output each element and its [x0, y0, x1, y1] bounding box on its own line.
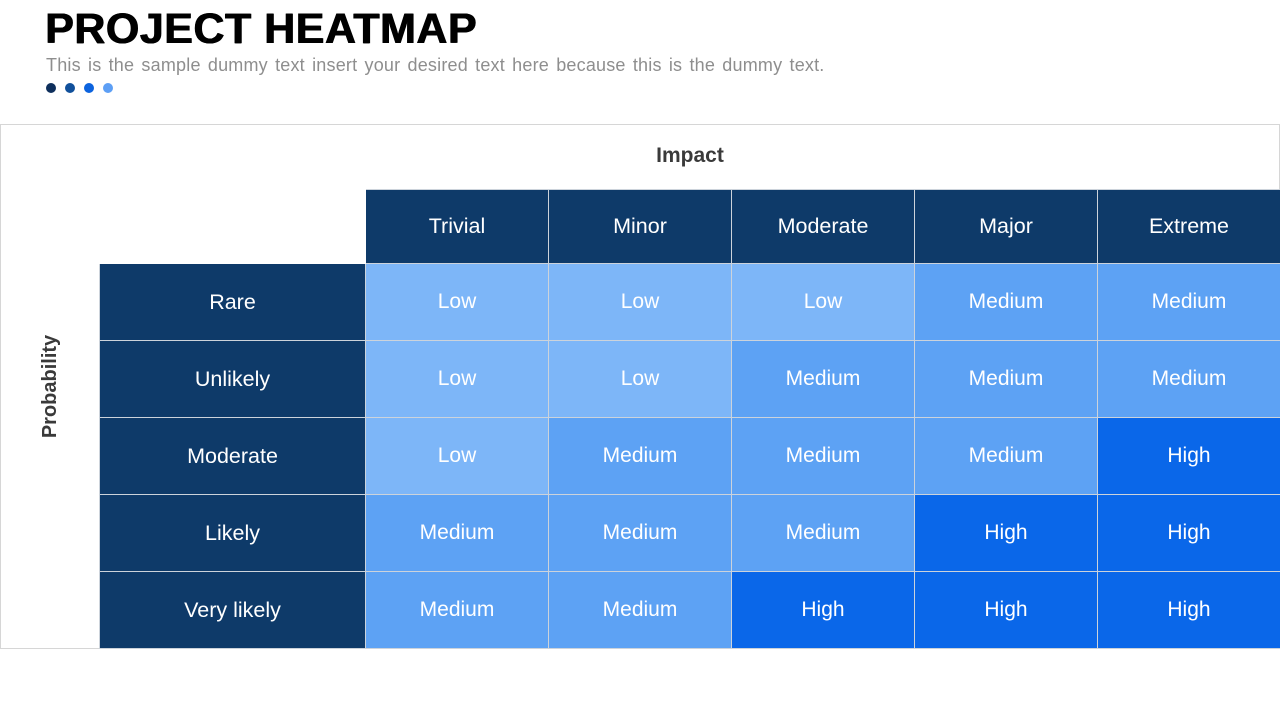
- heatmap-cell-unlikely-moderate: Medium: [732, 341, 914, 417]
- heatmap-panel: Impact Probability Trivial Minor Moderate M…: [0, 124, 1280, 649]
- heatmap-cell-very-likely-extreme: High: [1098, 572, 1280, 648]
- row-header-rare: Rare: [100, 264, 365, 340]
- page-title: PROJECT HEATMAP: [45, 5, 477, 53]
- row-header-unlikely: Unlikely: [100, 341, 365, 417]
- accent-dot: [46, 83, 56, 93]
- heatmap-cell-very-likely-major: High: [915, 572, 1097, 648]
- heatmap-cell-moderate-extreme: High: [1098, 418, 1280, 494]
- heatmap-cell-moderate-major: Medium: [915, 418, 1097, 494]
- row-header-very-likely: Very likely: [100, 572, 365, 648]
- heatmap-cell-likely-major: High: [915, 495, 1097, 571]
- heatmap-cell-likely-minor: Medium: [549, 495, 731, 571]
- accent-dots: [46, 83, 825, 93]
- column-header-minor: Minor: [549, 190, 731, 263]
- y-axis-label: Probability: [39, 334, 62, 439]
- accent-dot: [65, 83, 75, 93]
- title-block: PROJECT HEATMAP This is the sample dummy…: [45, 8, 825, 93]
- subtitle: This is the sample dummy text insert you…: [46, 55, 825, 75]
- column-header-major: Major: [915, 190, 1097, 263]
- heatmap-cell-rare-major: Medium: [915, 264, 1097, 340]
- heatmap-cell-unlikely-extreme: Medium: [1098, 341, 1280, 417]
- heatmap-cell-moderate-trivial: Low: [366, 418, 548, 494]
- heatmap-cell-likely-moderate: Medium: [732, 495, 914, 571]
- heatmap-grid: Trivial Minor Moderate Major Extreme Rare Low L…: [100, 190, 1280, 648]
- heatmap-cell-likely-trivial: Medium: [366, 495, 548, 571]
- accent-dot: [84, 83, 94, 93]
- heatmap-cell-very-likely-minor: Medium: [549, 572, 731, 648]
- heatmap-cell-unlikely-minor: Low: [549, 341, 731, 417]
- x-axis-label: Impact: [656, 144, 724, 167]
- heatmap-cell-rare-trivial: Low: [366, 264, 548, 340]
- heatmap-cell-moderate-moderate: Medium: [732, 418, 914, 494]
- heatmap-cell-rare-moderate: Low: [732, 264, 914, 340]
- heatmap-cell-rare-extreme: Medium: [1098, 264, 1280, 340]
- row-header-likely: Likely: [100, 495, 365, 571]
- grid-corner-spacer: [100, 190, 365, 263]
- heatmap-cell-very-likely-trivial: Medium: [366, 572, 548, 648]
- heatmap-cell-very-likely-moderate: High: [732, 572, 914, 648]
- heatmap-cell-rare-minor: Low: [549, 264, 731, 340]
- column-header-trivial: Trivial: [366, 190, 548, 263]
- y-axis-label-wrap: Probability: [1, 125, 100, 648]
- row-header-moderate: Moderate: [100, 418, 365, 494]
- accent-dot: [103, 83, 113, 93]
- column-header-moderate: Moderate: [732, 190, 914, 263]
- column-header-extreme: Extreme: [1098, 190, 1280, 263]
- heatmap-cell-unlikely-trivial: Low: [366, 341, 548, 417]
- heatmap-cell-unlikely-major: Medium: [915, 341, 1097, 417]
- heatmap-cell-likely-extreme: High: [1098, 495, 1280, 571]
- heatmap-cell-moderate-minor: Medium: [549, 418, 731, 494]
